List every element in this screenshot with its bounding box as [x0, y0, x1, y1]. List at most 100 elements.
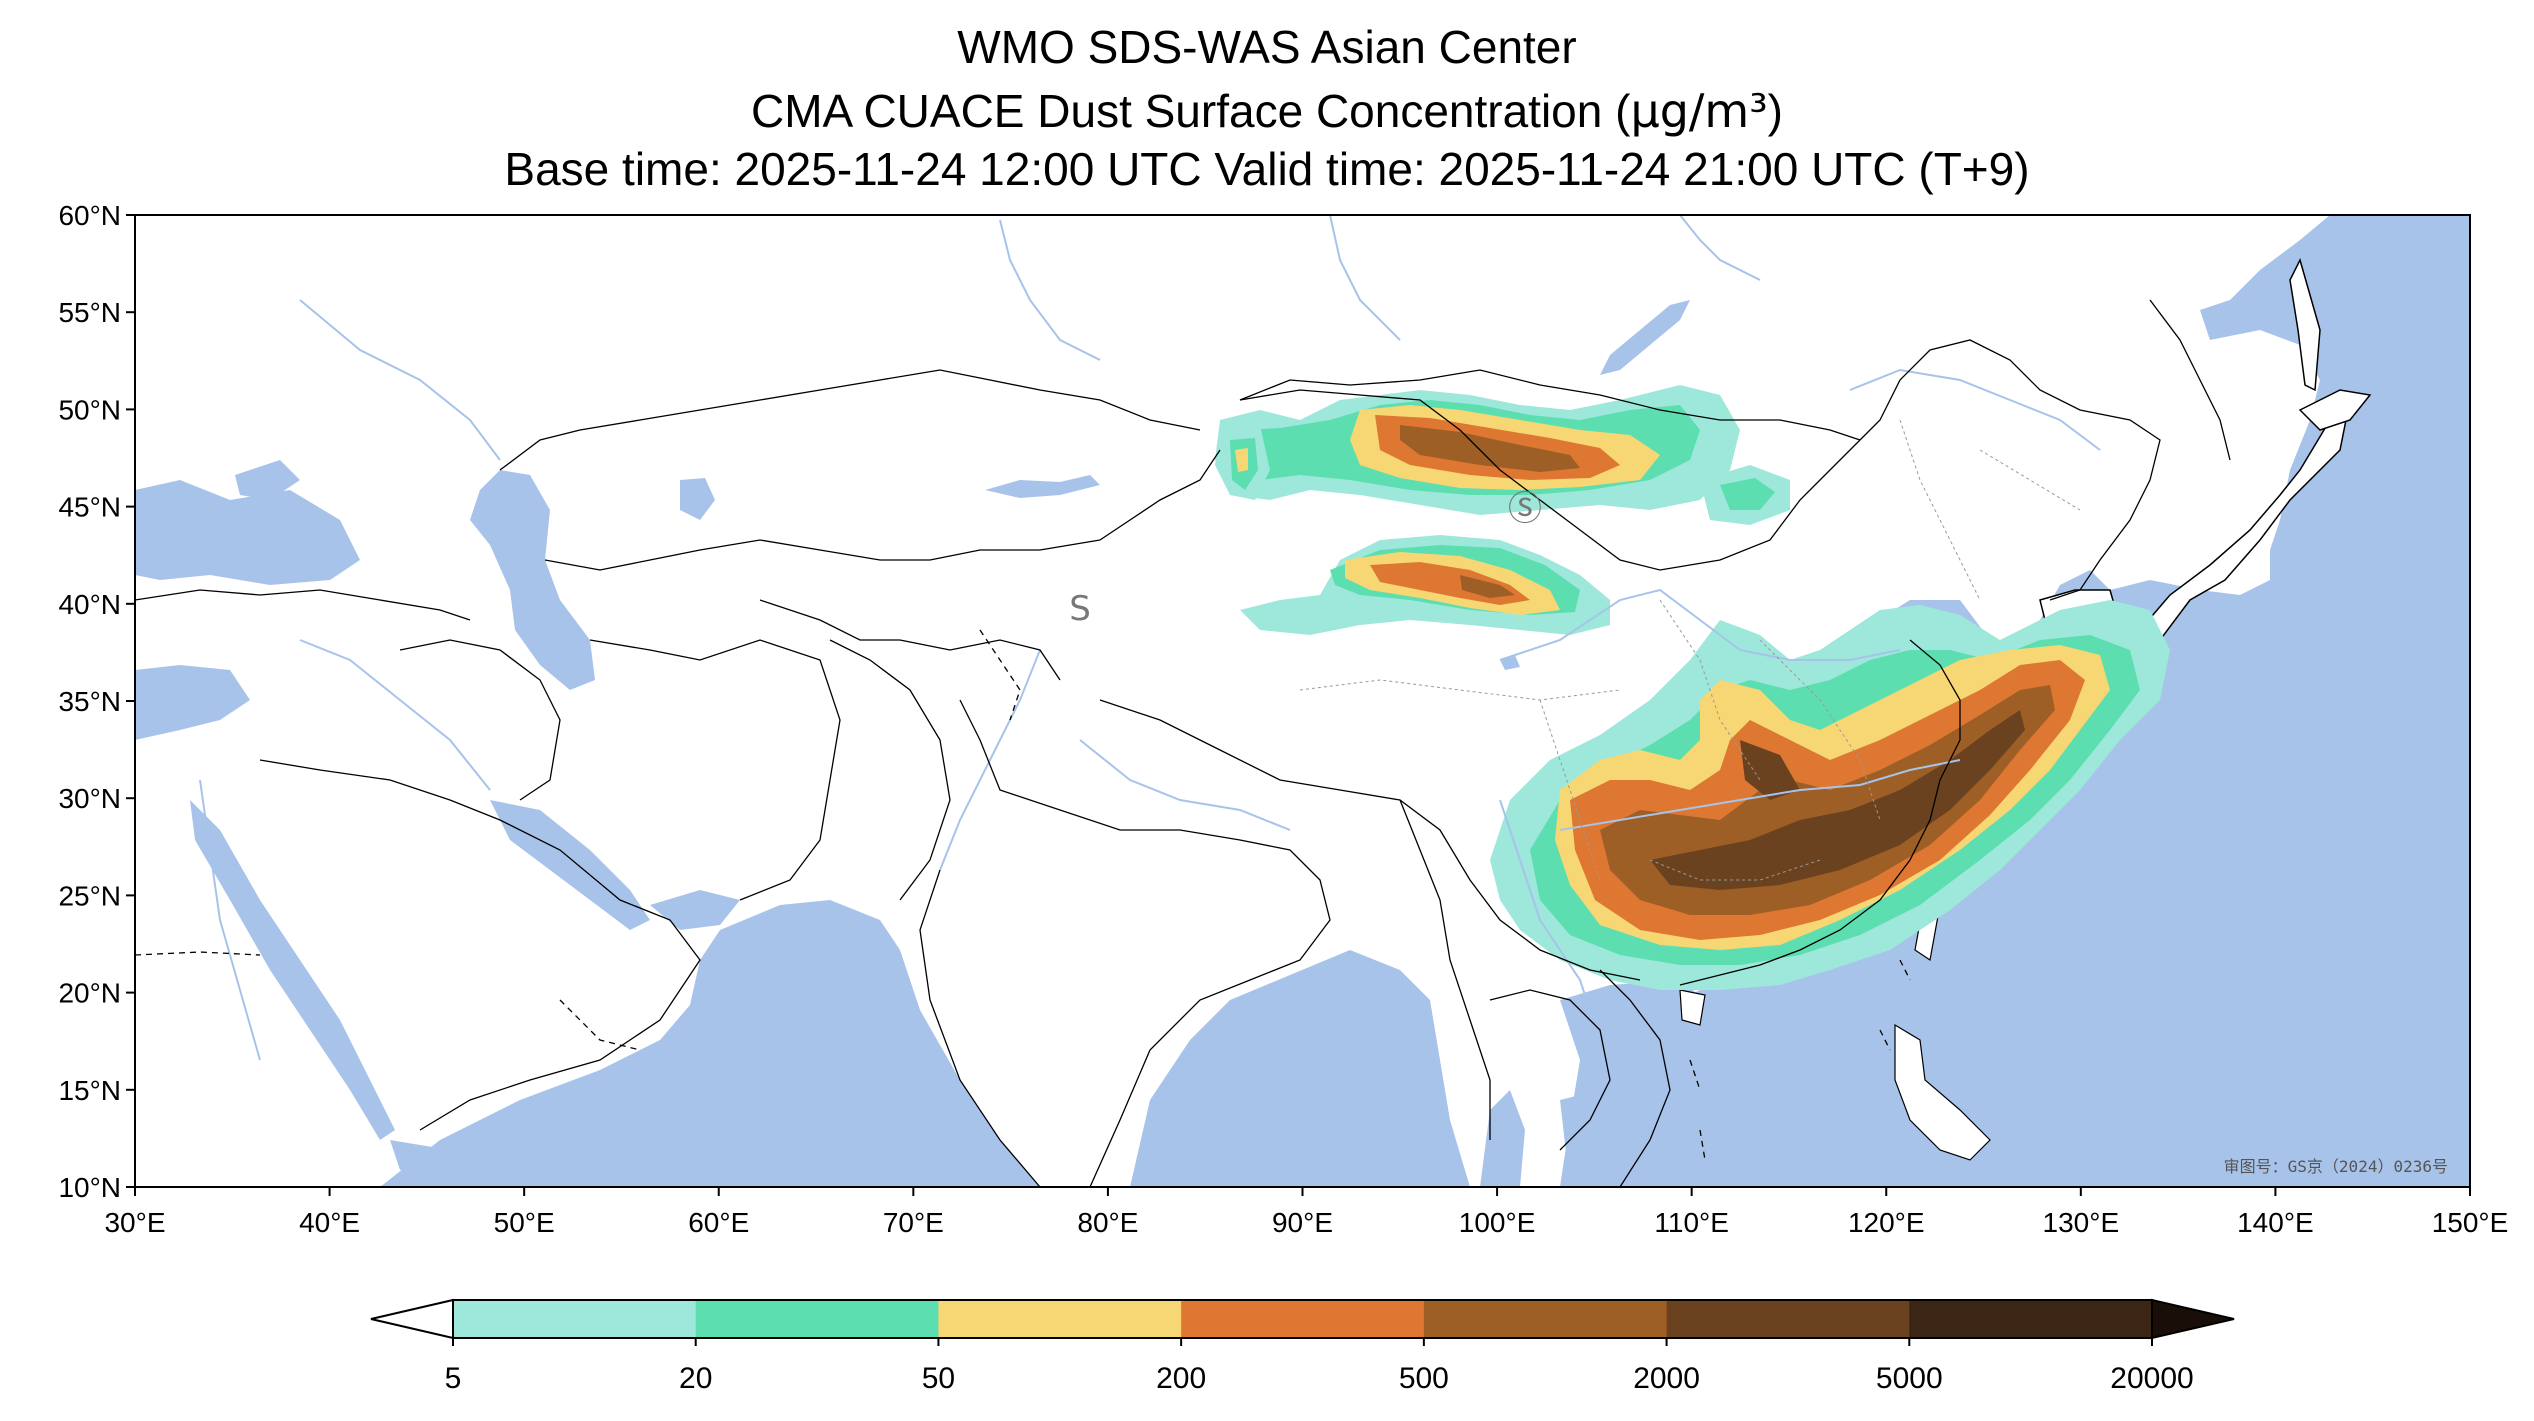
subtitle-suffix: )	[1767, 85, 1783, 137]
colorbar-segment	[453, 1300, 697, 1338]
colorbar-segment	[1181, 1300, 1425, 1338]
kazakhstan-south-border	[544, 539, 1101, 571]
lon-tick-label: 90°E	[1272, 1207, 1333, 1238]
dust-east-patch-20	[1720, 478, 1775, 510]
pakistan-border	[829, 639, 951, 901]
colorbar-tick-label: 5000	[1876, 1362, 1943, 1395]
province-line-7	[1649, 859, 1821, 881]
caspian-sea	[470, 470, 595, 690]
map-area: Ⓢ S 审图号：GS京（2024）0236号	[135, 215, 2470, 1187]
dust-east-china-2000	[1650, 710, 2025, 890]
yemen-dashed-border	[559, 999, 641, 1051]
lon-tick-label: 70°E	[883, 1207, 944, 1238]
lon-tick-label: 80°E	[1077, 1207, 1138, 1238]
lon-tick-label: 30°E	[104, 1207, 165, 1238]
vietnam-coast	[1599, 969, 1671, 1187]
sea-of-azov	[235, 460, 300, 500]
saudi-border	[259, 759, 701, 1131]
lon-tick-label: 150°E	[2432, 1207, 2509, 1238]
disputed-borders	[135, 629, 1911, 1161]
lon-tick-label: 140°E	[2237, 1207, 2314, 1238]
lat-tick-label: 45°N	[58, 492, 121, 523]
yenisei-river	[1329, 215, 1401, 341]
lon-tick-label: 120°E	[1848, 1207, 1925, 1238]
lon-tick-label: 50°E	[494, 1207, 555, 1238]
iran-border	[589, 639, 841, 901]
lake-balkhash	[985, 475, 1100, 498]
philippines-land	[1894, 1023, 1991, 1161]
lat-tick-label: 30°N	[58, 783, 121, 814]
colorbar-tick-label: 5	[445, 1362, 462, 1395]
dust-west-patch-50	[1235, 448, 1248, 472]
india-west-coast	[919, 869, 1041, 1187]
map-axes: 30°E 40°E 50°E 60°E 70°E 80°E 90°E 100°E 110°E 12…	[58, 200, 2508, 1238]
ganges-river	[1079, 739, 1291, 831]
colorbar-tick-label: 20	[679, 1362, 712, 1395]
turkey-border	[135, 589, 471, 621]
red-sea	[190, 800, 395, 1140]
colorbar-frame	[452, 1299, 2153, 1339]
colorbar-tick-label: 20000	[2110, 1362, 2193, 1395]
province-line-2	[1539, 699, 1601, 881]
approval-number: 审图号：GS京（2024）0236号	[2224, 1157, 2448, 1176]
colorbar-segment	[1423, 1300, 1668, 1338]
lon-tick-label: 110°E	[1654, 1207, 1729, 1238]
yellow-river	[1499, 588, 1901, 661]
subtitle-text: CMA CUACE Dust Surface Concentration (	[751, 85, 1631, 137]
lat-tick-label: 50°N	[58, 394, 121, 425]
cyclone-symbol-1: Ⓢ	[1508, 489, 1542, 529]
andaman-sea	[1480, 1090, 1525, 1187]
colorbar-segment	[938, 1300, 1182, 1338]
province-line-4	[1759, 639, 1881, 821]
rivers	[199, 215, 2101, 1101]
colorbar-segment	[1666, 1300, 1910, 1338]
volga-river	[299, 299, 501, 461]
china-northeast-border	[1859, 339, 2161, 601]
black-sea	[135, 480, 360, 585]
colorbar-tick-label: 50	[922, 1362, 955, 1395]
sakhalin-land	[2289, 257, 2321, 392]
dust-mongolia-500	[1400, 425, 1580, 472]
lat-tick-label: 20°N	[58, 978, 121, 1009]
unit-label: μg/m³	[1630, 84, 1768, 138]
ob-river	[999, 219, 1101, 361]
sakhalin-coast	[2149, 299, 2231, 461]
lat-tick-label: 15°N	[58, 1075, 121, 1106]
colorbar-extend-min	[370, 1298, 454, 1340]
russia-kazakhstan-border	[499, 369, 1201, 471]
lat-tick-label: 40°N	[58, 589, 121, 620]
dust-gobi-500	[1460, 575, 1515, 598]
dust-east-china-2000b	[1740, 740, 1800, 800]
lat-tick-label: 55°N	[58, 297, 121, 328]
india-border	[959, 699, 1331, 1187]
bay-of-bengal	[1130, 950, 1470, 1187]
dust-contours	[1215, 385, 2170, 990]
cyclone-symbol-2: S	[1069, 589, 1091, 629]
mekong-river	[1499, 799, 1611, 1101]
time-label: Base time: 2025-11-24 12:00 UTC Valid ti…	[504, 143, 2030, 195]
hokkaido-land	[2298, 389, 2372, 431]
colorbar-segment	[1909, 1300, 2153, 1338]
nine-dash-line	[1689, 959, 1911, 1161]
gulf-of-thailand	[1560, 1090, 1620, 1187]
colorbar-tick-label: 2000	[1633, 1362, 1700, 1395]
euphrates-river	[299, 639, 491, 791]
china-mongolia-border	[1239, 389, 1861, 571]
afghanistan-border	[759, 599, 1061, 681]
gulf-of-oman	[650, 890, 740, 930]
lake-baikal	[1600, 300, 1690, 375]
colorbar-tick-label: 200	[1156, 1362, 1206, 1395]
nile-river	[199, 779, 261, 1061]
yangtze-river	[1559, 759, 1961, 831]
province-line-5	[1899, 419, 1981, 601]
aral-sea	[680, 478, 715, 520]
map-subtitle: CMA CUACE Dust Surface Concentration (μg…	[0, 88, 2534, 134]
lat-tick-label: 10°N	[58, 1172, 121, 1203]
gulf-of-aden	[390, 1130, 560, 1175]
arabian-sea	[380, 900, 1040, 1187]
lat-tick-label: 25°N	[58, 880, 121, 911]
persian-gulf	[490, 800, 650, 930]
china-south-border	[1099, 699, 1641, 981]
lena-river	[1679, 215, 1761, 281]
province-line-3	[1659, 599, 1761, 781]
